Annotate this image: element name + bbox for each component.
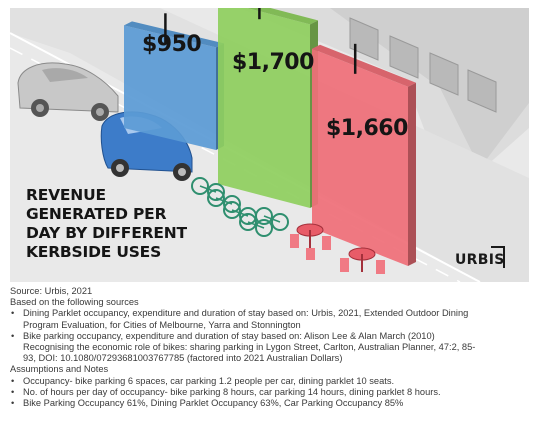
list-item: • No. of hours per day of occupancy- bike… bbox=[10, 387, 535, 398]
list-item: • Dining Parklet occupancy, expenditure … bbox=[10, 308, 535, 330]
source-text: Program Evaluation, for Cities of Melbou… bbox=[23, 319, 301, 330]
value-label-bike-parking: $1,700 bbox=[232, 50, 314, 75]
source-line: Source: Urbis, 2021 bbox=[10, 286, 93, 296]
based-on-heading: Based on the following sources bbox=[10, 297, 139, 308]
assumption-text: No. of hours per day of occupancy- bike … bbox=[23, 386, 441, 397]
street-scene-illustration bbox=[10, 8, 529, 282]
list-item: • Bike Parking Occupancy 61%, Dining Park… bbox=[10, 398, 535, 409]
sources-list: • Dining Parklet occupancy, expenditure … bbox=[10, 308, 535, 364]
source-text: Dining Parklet occupancy, expenditure an… bbox=[23, 308, 469, 319]
source-notes: Source: Urbis, 2021 Based on the followi… bbox=[10, 286, 535, 409]
value-label-dining-parklet: $1,660 bbox=[326, 116, 408, 141]
assumption-text: Bike Parking Occupancy 61%, Dining Parkl… bbox=[23, 398, 404, 409]
assumptions-list: • Occupancy- bike parking 6 spaces, car p… bbox=[10, 376, 535, 410]
bar-dining-parklet bbox=[312, 43, 416, 266]
title-line: KERBSIDE USES bbox=[26, 243, 162, 261]
value-label-car-parking: $950 bbox=[142, 32, 202, 57]
list-item: • Bike parking occupancy, expenditure an… bbox=[10, 331, 535, 365]
source-text: Bike parking occupancy, expenditure and … bbox=[23, 330, 435, 341]
urbis-logo: URBIS bbox=[453, 246, 505, 272]
title-line: GENERATED PER bbox=[26, 205, 167, 223]
title-line: DAY BY DIFFERENT bbox=[26, 224, 187, 242]
assumptions-heading: Assumptions and Notes bbox=[10, 364, 109, 375]
chart-title: REVENUE GENERATED PER DAY BY DIFFERENT K… bbox=[26, 186, 187, 262]
source-text: Recognising the economic role of bikes: … bbox=[23, 342, 476, 353]
logo-text: URBIS bbox=[455, 252, 505, 268]
assumption-text: Occupancy- bike parking 6 spaces, car pa… bbox=[23, 375, 395, 386]
list-item: • Occupancy- bike parking 6 spaces, car p… bbox=[10, 376, 535, 387]
infographic: REVENUE GENERATED PER DAY BY DIFFERENT K… bbox=[10, 8, 529, 282]
title-line: REVENUE bbox=[26, 186, 106, 204]
source-text: 93, DOI: 10.1080/07293681003767785 (fact… bbox=[23, 353, 343, 364]
bar-bike-parking bbox=[218, 8, 318, 209]
